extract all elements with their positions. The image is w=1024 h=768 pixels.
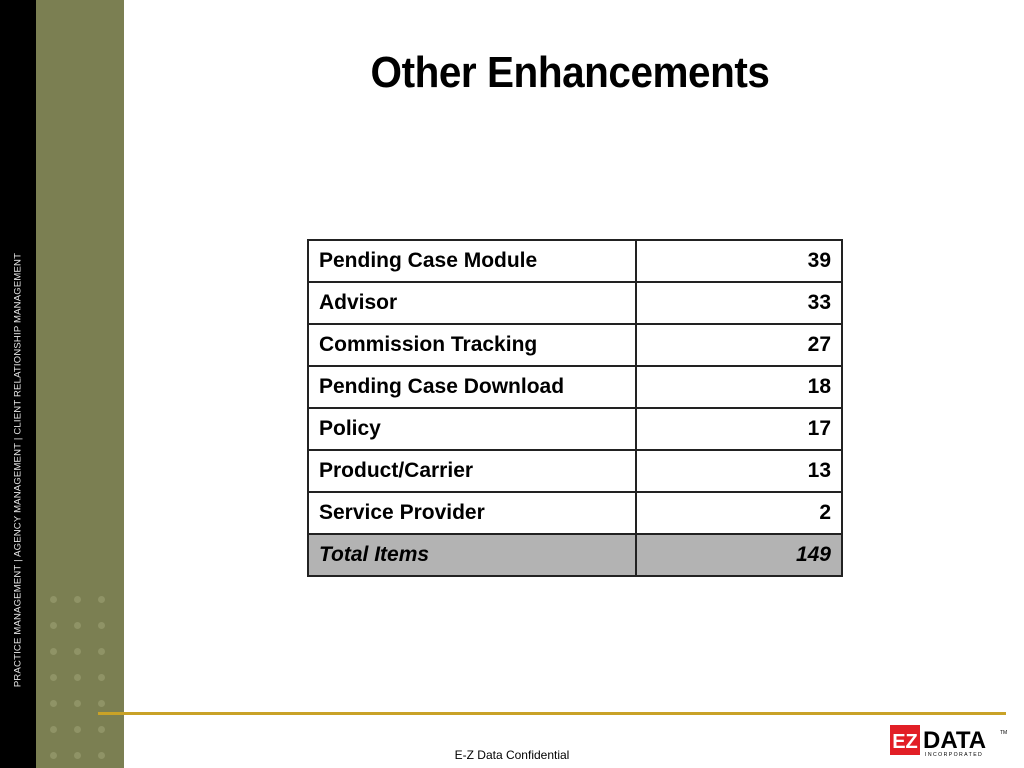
row-count: 27 — [635, 323, 843, 367]
table-row: Advisor 33 — [307, 281, 843, 325]
decorative-dot — [50, 596, 57, 603]
decorative-dot — [74, 700, 81, 707]
table-row: Service Provider 2 — [307, 491, 843, 535]
decorative-dot — [98, 648, 105, 655]
logo-mark: EZ — [892, 731, 918, 753]
decorative-dot — [98, 726, 105, 733]
row-label: Commission Tracking — [307, 323, 637, 367]
vertical-tagline-text: PRACTICE MANAGEMENT | AGENCY MANAGEMENT … — [12, 252, 24, 688]
table-row: Pending Case Download 18 — [307, 365, 843, 409]
row-count: 33 — [635, 281, 843, 325]
footer-divider-line — [98, 712, 1006, 715]
row-label: Policy — [307, 407, 637, 451]
logo-trademark: TM — [1000, 730, 1007, 736]
decorative-dot — [74, 752, 81, 759]
row-count: 39 — [635, 239, 843, 283]
slide-title: Other Enhancements — [370, 48, 770, 97]
row-count: 17 — [635, 407, 843, 451]
decorative-dot — [74, 622, 81, 629]
decorative-dot — [74, 674, 81, 681]
row-label: Advisor — [307, 281, 637, 325]
decorative-dot — [98, 622, 105, 629]
logo-word: DATA — [923, 727, 986, 754]
decorative-dot — [50, 674, 57, 681]
decorative-dot-grid — [50, 596, 120, 766]
row-label: Product/Carrier — [307, 449, 637, 493]
decorative-dot — [50, 622, 57, 629]
row-count: 13 — [635, 449, 843, 493]
footer-confidential: E-Z Data Confidential — [454, 748, 570, 762]
enhancements-table: Pending Case Module 39 Advisor 33 Commission… — [307, 239, 843, 577]
table-row: Policy 17 — [307, 407, 843, 451]
table-row: Commission Tracking 27 — [307, 323, 843, 367]
total-label: Total Items — [307, 533, 637, 577]
decorative-dot — [50, 700, 57, 707]
decorative-dot — [74, 596, 81, 603]
logo-subtext: INCORPORATED — [925, 752, 983, 758]
total-count: 149 — [635, 533, 843, 577]
row-label: Pending Case Download — [307, 365, 637, 409]
table-row: Pending Case Module 39 — [307, 239, 843, 283]
table-total-row: Total Items 149 — [307, 533, 843, 577]
row-count: 2 — [635, 491, 843, 535]
decorative-dot — [98, 700, 105, 707]
decorative-dot — [98, 596, 105, 603]
row-count: 18 — [635, 365, 843, 409]
decorative-dot — [98, 752, 105, 759]
decorative-dot — [50, 752, 57, 759]
ez-data-logo: EZ DATA TM INCORPORATED — [890, 725, 1007, 758]
decorative-dot — [50, 726, 57, 733]
table-row: Product/Carrier 13 — [307, 449, 843, 493]
decorative-dot — [50, 648, 57, 655]
decorative-dot — [98, 674, 105, 681]
logo-red-box — [890, 725, 920, 755]
row-label: Service Provider — [307, 491, 637, 535]
decorative-dot — [74, 648, 81, 655]
decorative-dot — [74, 726, 81, 733]
olive-sidebar — [36, 0, 124, 768]
left-black-strip: PRACTICE MANAGEMENT | AGENCY MANAGEMENT … — [0, 0, 36, 768]
row-label: Pending Case Module — [307, 239, 637, 283]
